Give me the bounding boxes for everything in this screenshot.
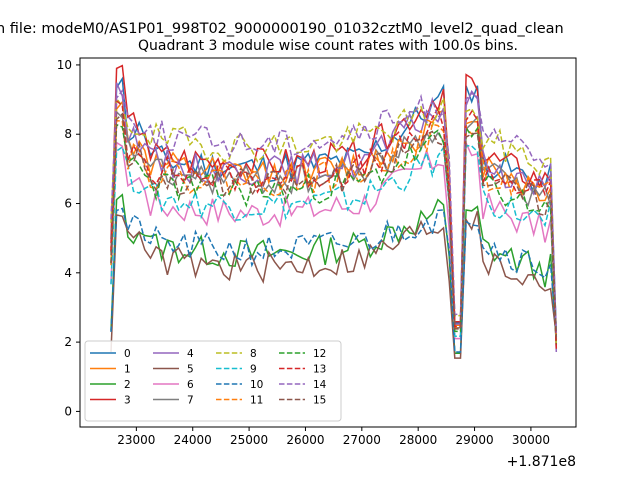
series-line-3 bbox=[110, 64, 558, 348]
y-axis: 0 2 4 6 8 10 bbox=[57, 58, 80, 418]
legend-label-6: 6 bbox=[187, 379, 194, 391]
y-tick-label-10: 10 bbox=[57, 58, 72, 72]
legend-label-7: 7 bbox=[187, 395, 194, 407]
legend-label-10: 10 bbox=[250, 379, 263, 391]
y-tick-label-4: 4 bbox=[64, 266, 72, 280]
x-tick-label-29000: 29000 bbox=[455, 433, 493, 447]
legend-label-8: 8 bbox=[250, 348, 257, 360]
legend-label-0: 0 bbox=[124, 348, 131, 360]
series-line-10 bbox=[110, 207, 558, 353]
y-tick-label-6: 6 bbox=[64, 197, 72, 211]
x-offset-label: +1.871e8 bbox=[507, 454, 576, 470]
x-tick-label-23000: 23000 bbox=[117, 433, 155, 447]
legend-label-13: 13 bbox=[313, 364, 326, 376]
x-tick-label-27000: 27000 bbox=[343, 433, 381, 447]
y-tick-label-8: 8 bbox=[64, 127, 72, 141]
legend-label-11: 11 bbox=[250, 395, 263, 407]
chart-title: Quadrant 3 module wise count rates with … bbox=[138, 38, 518, 54]
legend-label-12: 12 bbox=[313, 348, 326, 360]
x-axis: 23000 24000 25000 26000 27000 28000 29000 30000 bbox=[117, 427, 550, 447]
series-line-5 bbox=[110, 210, 558, 359]
legend-frame bbox=[84, 340, 342, 422]
legend-label-3: 3 bbox=[124, 395, 131, 407]
series-line-7 bbox=[110, 110, 558, 345]
series-layer bbox=[110, 64, 558, 359]
series-line-15 bbox=[110, 112, 558, 338]
legend-label-2: 2 bbox=[124, 379, 131, 391]
legend-label-9: 9 bbox=[250, 364, 257, 376]
legend-label-4: 4 bbox=[187, 348, 194, 360]
series-line-6 bbox=[110, 141, 558, 340]
legend-label-5: 5 bbox=[187, 364, 194, 376]
x-tick-label-28000: 28000 bbox=[399, 433, 437, 447]
legend-label-1: 1 bbox=[124, 364, 131, 376]
legend-label-15: 15 bbox=[313, 395, 326, 407]
y-tick-label-0: 0 bbox=[64, 404, 72, 418]
plot-frame bbox=[79, 57, 577, 428]
x-tick-label-26000: 26000 bbox=[286, 433, 324, 447]
legend-label-14: 14 bbox=[313, 379, 327, 391]
series-line-13 bbox=[110, 99, 558, 350]
x-tick-label-24000: 24000 bbox=[174, 433, 212, 447]
series-line-2 bbox=[110, 193, 558, 354]
series-line-14 bbox=[110, 88, 558, 333]
y-tick-label-2: 2 bbox=[64, 335, 72, 349]
series-line-8 bbox=[110, 96, 558, 349]
x-tick-label-30000: 30000 bbox=[512, 433, 550, 447]
figure-suptitle: n file: modeM0/AS1P01_998T02_9000000190_… bbox=[0, 21, 564, 37]
x-tick-label-25000: 25000 bbox=[230, 433, 268, 447]
